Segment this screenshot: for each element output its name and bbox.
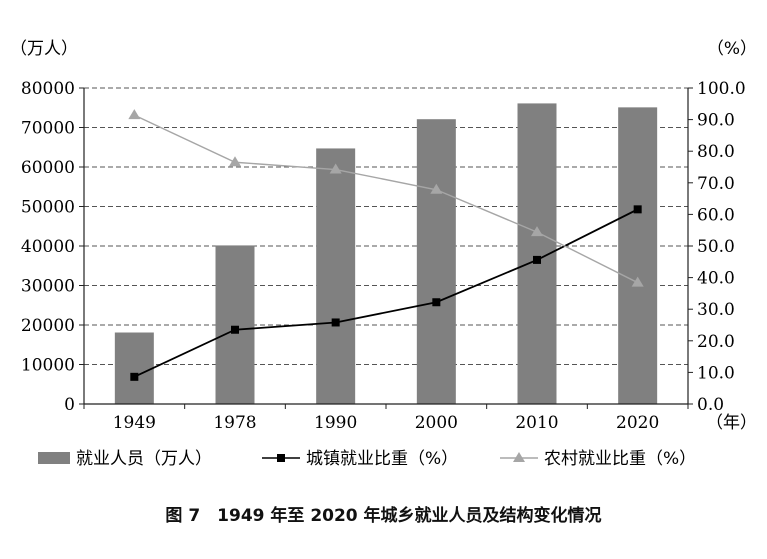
legend-label: 农村就业比重（%）: [544, 449, 696, 469]
rural-share-point: [430, 183, 443, 194]
legend-bar-swatch: [38, 452, 70, 464]
rural-share-point: [531, 226, 543, 237]
urban-share-point: [432, 298, 441, 307]
employment-chart: 0 10000 20000 30000 40000 50000 60000 70000 8000…: [10, 39, 757, 469]
left-tick-label: 30000: [21, 277, 75, 297]
right-tick-label: 50.0: [697, 237, 735, 257]
urban-share-point: [633, 205, 642, 214]
x-tick-label: 2010: [515, 413, 558, 433]
bar: [114, 332, 154, 404]
left-tick-label: 70000: [21, 119, 75, 139]
urban-share-line: [133, 208, 639, 378]
left-tick-label: 50000: [21, 198, 75, 218]
legend-marker: [513, 452, 525, 462]
right-tick-label: 70.0: [697, 174, 735, 194]
x-tick-label: 2020: [616, 413, 659, 433]
x-tick-label: 2000: [415, 413, 458, 433]
right-tick-label: 100.0: [697, 79, 746, 99]
figure-caption: 图 7 1949 年至 2020 年城乡就业人员及结构变化情况: [165, 506, 602, 526]
left-axis-unit: （万人）: [10, 39, 78, 59]
bar: [316, 148, 356, 404]
right-axis-unit: （%）: [707, 39, 757, 59]
right-tick-label: 30.0: [697, 300, 735, 320]
right-tick-label: 20.0: [697, 332, 735, 352]
left-tick-label: 10000: [21, 356, 75, 376]
left-tick-label: 20000: [21, 316, 75, 336]
right-tick-label: 90.0: [697, 111, 735, 131]
rural-share-line: [134, 114, 638, 284]
left-tick-label: 60000: [21, 158, 75, 178]
urban-share-point: [231, 325, 239, 334]
left-tick-label: 0: [64, 395, 75, 415]
rural-share-point: [229, 156, 241, 167]
legend-label: 城镇就业比重（%）: [306, 449, 458, 469]
urban-share-point: [130, 372, 139, 381]
x-axis-unit: （年）: [706, 413, 757, 433]
legend-marker: [277, 454, 285, 462]
right-tick-label: 10.0: [697, 363, 735, 383]
bar: [215, 245, 255, 404]
right-tick-label: 40.0: [697, 269, 735, 289]
legend-label: 就业人员（万人）: [76, 449, 212, 469]
urban-share-point: [533, 255, 541, 264]
rural-share-point: [329, 163, 342, 174]
bar: [416, 119, 456, 404]
rural-share-point: [128, 109, 141, 120]
rural-share-point: [631, 276, 644, 287]
bar: [618, 107, 658, 404]
right-tick-label: 60.0: [697, 205, 735, 225]
right-tick-label: 0.0: [697, 395, 724, 415]
x-tick-label: 1990: [314, 413, 357, 433]
left-tick-label: 80000: [21, 79, 75, 99]
x-tick-label: 1949: [113, 413, 156, 433]
x-tick-label: 1978: [213, 413, 256, 433]
urban-share-point: [331, 318, 340, 327]
right-tick-label: 80.0: [697, 142, 735, 162]
left-tick-label: 40000: [21, 237, 75, 257]
